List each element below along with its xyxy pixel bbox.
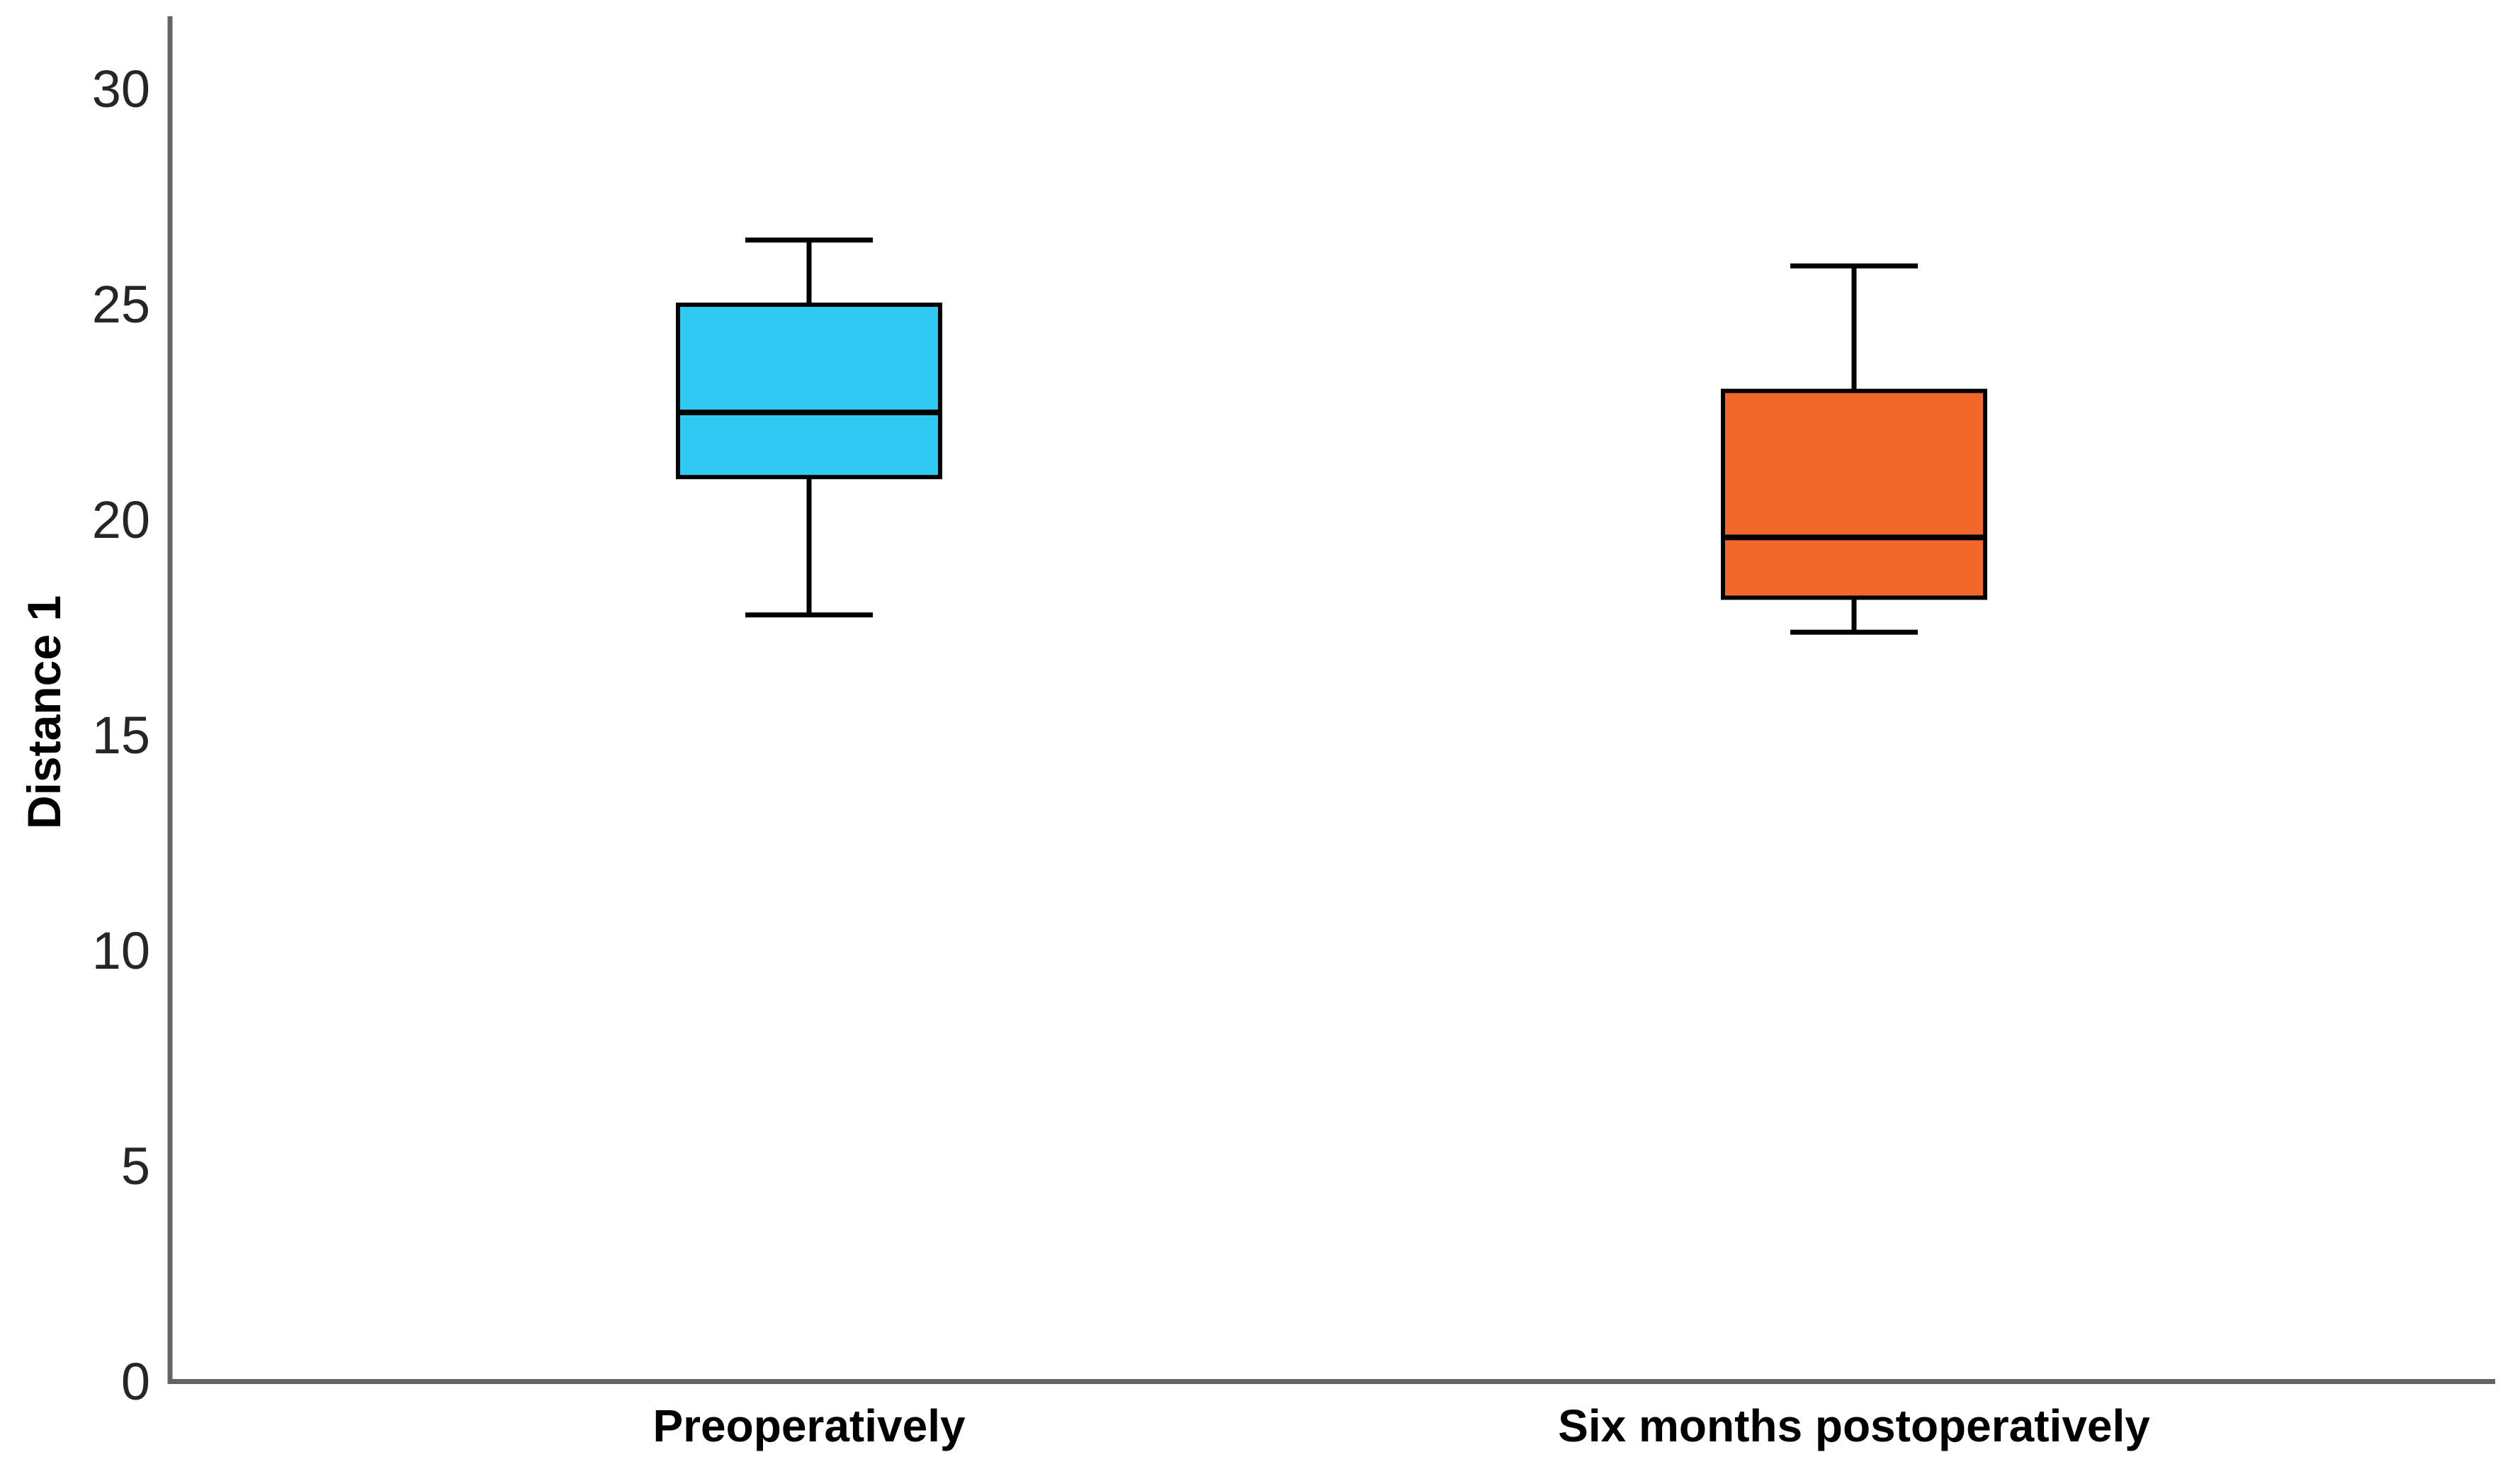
y-tick-label-10: 10 <box>91 921 150 980</box>
box-iqr-rect <box>676 303 942 480</box>
y-tick-label-15: 15 <box>91 706 150 765</box>
x-category-label-six-months-postoperatively: Six months postoperatively <box>1558 1400 2150 1451</box>
y-tick-label-5: 5 <box>120 1137 150 1195</box>
box-iqr-rect <box>1721 388 1987 600</box>
y-tick-label-20: 20 <box>91 490 150 549</box>
y-tick-label-0: 0 <box>120 1352 150 1411</box>
y-tick-label-25: 25 <box>91 275 150 334</box>
y-tick-label-30: 30 <box>91 60 150 118</box>
x-category-label-preoperatively: Preoperatively <box>652 1400 966 1451</box>
